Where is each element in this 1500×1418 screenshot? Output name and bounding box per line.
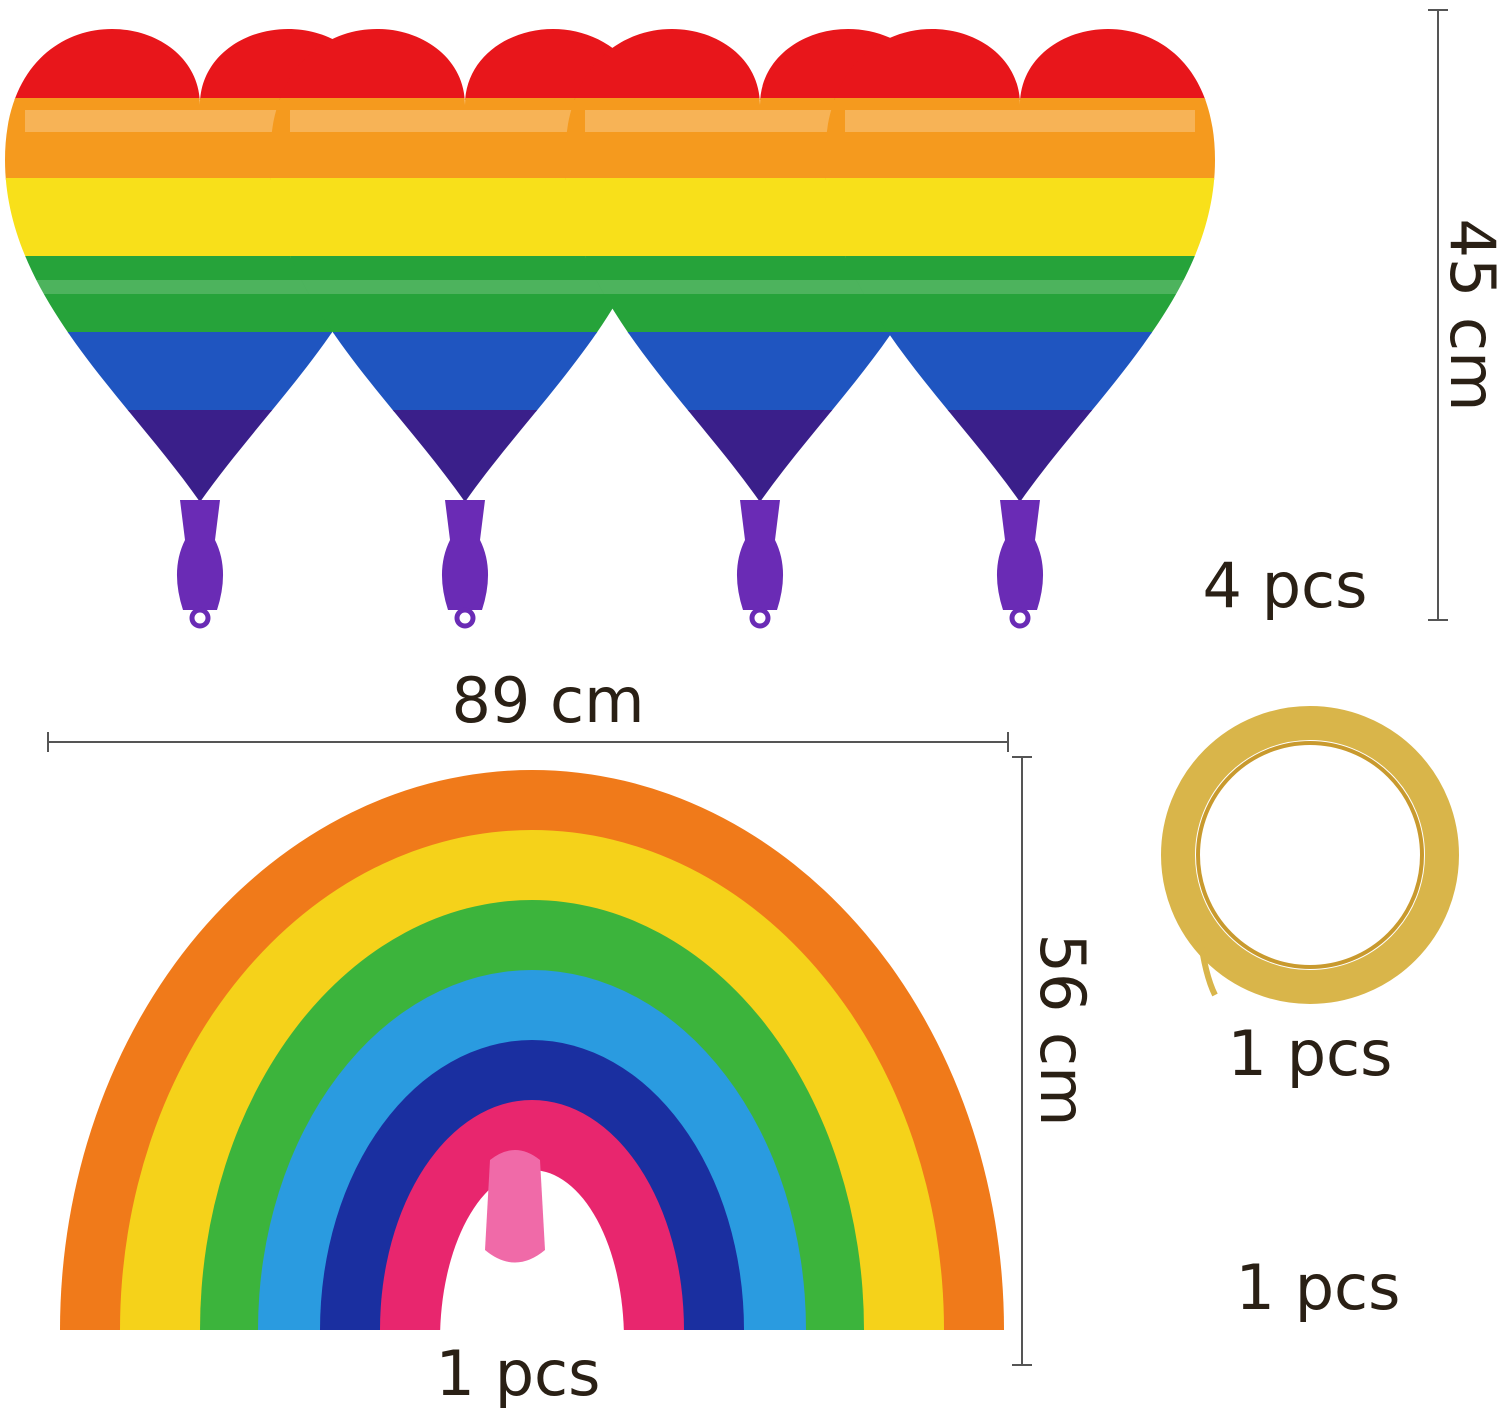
- extra-quantity-label: 1 pcs: [1236, 1251, 1401, 1324]
- heart-quantity-label: 4 pcs: [1203, 549, 1368, 622]
- dimension-lines: [47, 9, 1448, 1366]
- ribbon-quantity-label: 1 pcs: [1228, 1017, 1393, 1090]
- heart-height-label: 45 cm: [1436, 218, 1500, 411]
- rainbow-height-label: 56 cm: [1026, 933, 1099, 1126]
- heart-balloons: [5, 0, 1215, 626]
- rainbow-width-label: 89 cm: [451, 664, 644, 737]
- rainbow-quantity-label: 1 pcs: [436, 1337, 601, 1410]
- ribbon-roll: [1161, 706, 1459, 1004]
- rainbow-balloon: [60, 770, 1004, 1340]
